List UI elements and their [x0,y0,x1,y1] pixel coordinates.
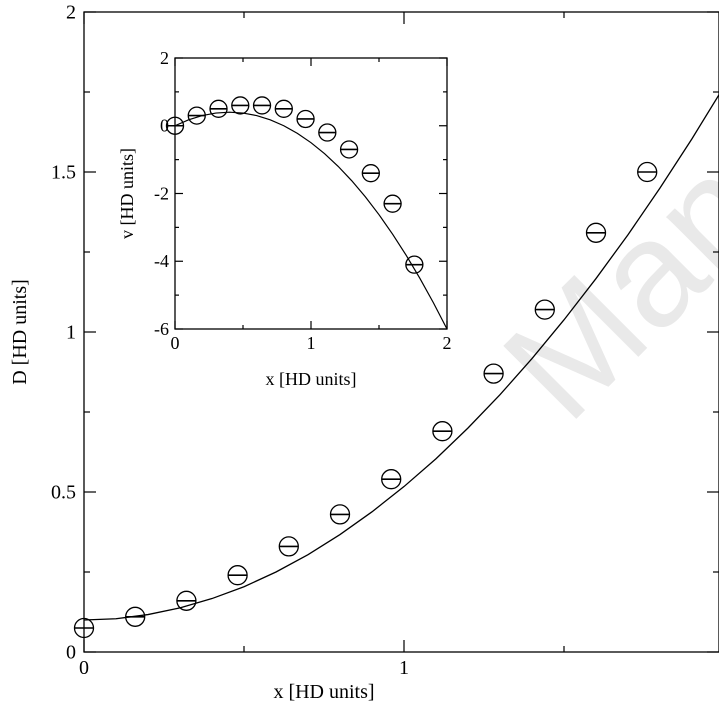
inset-y-axis-label: v [HD units] [117,148,137,239]
main-y-tick-label: 1 [66,322,76,344]
inset-background [175,58,447,329]
main-y-tick-label: 2 [66,2,76,24]
main-y-axis-label: D [HD units] [9,279,31,385]
inset-x-tick-label: 0 [171,333,180,353]
inset-y-tick-label: -6 [154,319,169,339]
main-x-tick-label: 0 [79,657,89,679]
inset-y-tick-label: -4 [154,251,169,271]
main-fit-curve [84,93,719,621]
main-y-tick-label: 1.5 [51,162,76,184]
inset-y-tick-label: 2 [160,48,169,68]
inset-x-axis-label: x [HD units] [266,369,357,389]
main-x-axis-label: x [HD units] [273,681,374,703]
main-y-tick-label: 0 [66,642,76,664]
inset-x-tick-label: 1 [307,333,316,353]
main-y-tick-label: 0.5 [51,482,76,504]
inset-fit-curve [175,111,447,329]
inset-x-tick-label: 2 [443,333,452,353]
inset-y-tick-label: 0 [160,116,169,136]
main-panel: 0 1 2 0 0.5 1 1.5 2 x [HD units] D [HD units] [9,2,719,703]
inset-y-tick-label: -2 [154,183,169,203]
inset-panel: 0 1 2 -6 -4 -2 0 2 x [HD units] v [HD units] [117,48,452,389]
main-x-tick-label: 1 [399,657,409,679]
